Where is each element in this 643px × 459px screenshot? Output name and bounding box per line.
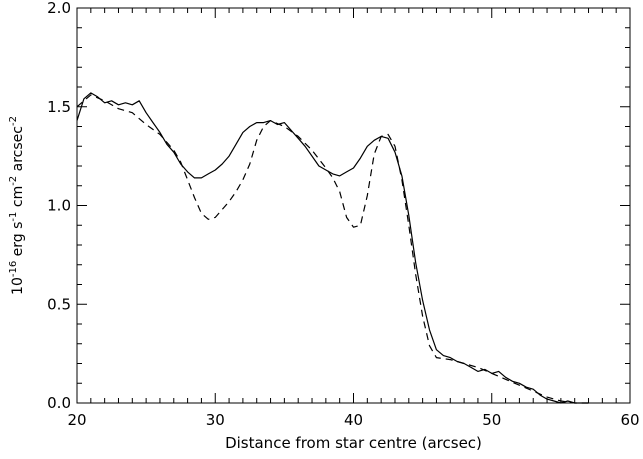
x-tick-label: 40 bbox=[344, 411, 363, 429]
y-axis-title-part2-exp: -2 bbox=[8, 176, 19, 186]
y-axis-title-part1-exp: -1 bbox=[8, 212, 19, 222]
y-axis-title-part1: erg s bbox=[10, 222, 26, 261]
y-tick-label: 0.0 bbox=[47, 394, 71, 412]
y-tick-label: 1.5 bbox=[47, 98, 71, 116]
plot-frame bbox=[76, 7, 631, 404]
y-tick-label: 1.0 bbox=[47, 197, 71, 215]
y-axis-title-prefix: 10 bbox=[10, 277, 26, 295]
y-tick-label: 0.5 bbox=[47, 295, 71, 313]
x-axis-title: Distance from star centre (arcsec) bbox=[225, 434, 482, 452]
y-axis-title-prefix-exp: -16 bbox=[8, 261, 19, 277]
series-line-solid bbox=[76, 92, 589, 404]
x-tick-label: 20 bbox=[67, 411, 86, 429]
y-axis-title-part3-exp: -2 bbox=[8, 116, 19, 126]
y-axis-title-part2: cm bbox=[10, 186, 26, 212]
x-tick-label: 30 bbox=[206, 411, 225, 429]
axis-ticks bbox=[76, 7, 631, 404]
y-tick-label: 2.0 bbox=[47, 0, 71, 17]
y-axis-title-part3: arcsec bbox=[10, 126, 26, 176]
x-tick-label: 50 bbox=[482, 411, 501, 429]
y-axis-title: 10-16 erg s-1 cm-2 arcsec-2 bbox=[8, 116, 26, 295]
axis-tick-labels: 20 30 40 50 60 0.0 0.5 1.0 1.5 2.0 bbox=[47, 0, 639, 429]
x-tick-label: 60 bbox=[620, 411, 639, 429]
series-group bbox=[76, 92, 589, 404]
series-line-dashed bbox=[76, 94, 589, 404]
